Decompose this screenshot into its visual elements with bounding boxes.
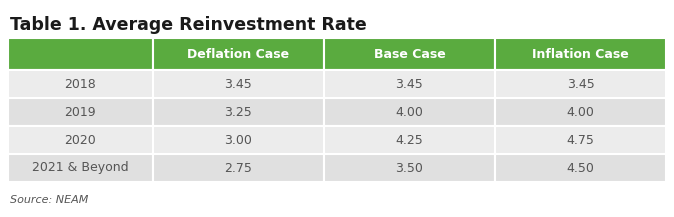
Text: 3.50: 3.50	[396, 161, 423, 174]
Text: Source: NEAM: Source: NEAM	[10, 195, 88, 205]
Text: 3.45: 3.45	[567, 77, 594, 90]
Bar	[495, 154, 666, 182]
Bar	[8, 126, 153, 154]
Bar	[153, 154, 324, 182]
Text: 2019: 2019	[65, 105, 96, 118]
Bar	[324, 126, 495, 154]
Text: 4.00: 4.00	[567, 105, 594, 118]
Bar	[324, 98, 495, 126]
Bar	[153, 38, 324, 70]
Bar	[324, 154, 495, 182]
Text: 4.50: 4.50	[567, 161, 594, 174]
Bar	[324, 38, 495, 70]
Text: 2021 & Beyond: 2021 & Beyond	[32, 161, 129, 174]
Bar	[153, 70, 324, 98]
Text: Base Case: Base Case	[373, 48, 446, 61]
Bar	[495, 38, 666, 70]
Text: 3.25: 3.25	[224, 105, 252, 118]
Bar	[495, 70, 666, 98]
Text: 2.75: 2.75	[224, 161, 252, 174]
Bar	[153, 126, 324, 154]
Text: 4.00: 4.00	[396, 105, 423, 118]
Text: 3.45: 3.45	[396, 77, 423, 90]
Text: 4.25: 4.25	[396, 133, 423, 146]
Bar	[153, 98, 324, 126]
Bar	[495, 126, 666, 154]
Text: 2020: 2020	[65, 133, 96, 146]
Text: 3.45: 3.45	[224, 77, 252, 90]
Text: Inflation Case: Inflation Case	[532, 48, 629, 61]
Text: Table 1. Average Reinvestment Rate: Table 1. Average Reinvestment Rate	[10, 16, 367, 34]
Text: Deflation Case: Deflation Case	[187, 48, 289, 61]
Bar	[324, 70, 495, 98]
Text: 3.00: 3.00	[224, 133, 252, 146]
Bar	[8, 38, 153, 70]
Bar	[495, 98, 666, 126]
Text: 4.75: 4.75	[567, 133, 594, 146]
Bar	[8, 70, 153, 98]
Text: 2018: 2018	[65, 77, 96, 90]
Bar	[8, 154, 153, 182]
Bar	[8, 98, 153, 126]
